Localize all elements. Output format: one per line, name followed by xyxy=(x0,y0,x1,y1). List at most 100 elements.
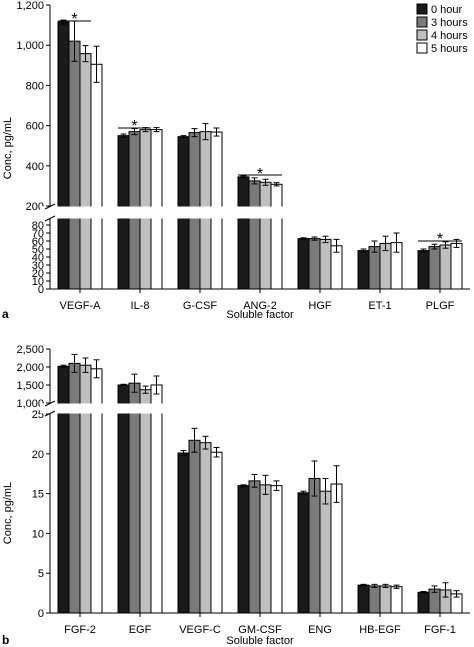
bar xyxy=(79,364,92,614)
bar xyxy=(90,63,103,290)
y-tick-label: 0 xyxy=(38,284,44,296)
y-tick-label: 2,500 xyxy=(16,344,44,356)
bar xyxy=(150,384,163,614)
bar xyxy=(439,244,452,290)
x-tick-label: FGF-2 xyxy=(64,624,96,636)
x-tick-label: IL-8 xyxy=(131,300,150,312)
y-tick-label: 30 xyxy=(32,260,44,272)
axis-break-gap xyxy=(40,403,472,414)
bar xyxy=(297,492,310,614)
panel-label: a xyxy=(2,307,9,321)
bar xyxy=(68,362,81,614)
bar xyxy=(270,183,283,290)
bar xyxy=(237,485,250,614)
bar xyxy=(188,439,201,614)
bar xyxy=(330,483,343,614)
legend-swatch xyxy=(416,16,428,28)
bar xyxy=(368,246,381,290)
x-tick-label: EGF xyxy=(129,624,152,636)
y-tick-label: 20 xyxy=(32,449,44,461)
y-tick-label: 50 xyxy=(32,244,44,256)
y-tick-label: 20 xyxy=(32,268,44,280)
bar xyxy=(57,365,70,614)
significance-star: * xyxy=(257,166,263,183)
x-axis-title: Soluble factor xyxy=(226,309,294,321)
y-tick-label: 0 xyxy=(38,608,44,620)
x-tick-label: ENG xyxy=(308,624,332,636)
axis-break-mark xyxy=(44,410,56,417)
bar xyxy=(428,246,441,290)
bar xyxy=(199,442,212,614)
bar xyxy=(248,480,261,614)
significance-star: * xyxy=(437,231,443,248)
y-axis-title: Conc, pg/mL xyxy=(2,117,14,179)
legend-label: 5 hours xyxy=(431,43,468,55)
bar xyxy=(297,238,310,290)
y-tick-label: 70 xyxy=(32,228,44,240)
bar xyxy=(139,389,152,614)
y-tick-label: 400 xyxy=(26,161,44,173)
y-axis-title: Conc, pg/mL xyxy=(2,482,14,544)
y-tick-label: 1,200 xyxy=(16,0,44,12)
bar xyxy=(210,451,223,614)
legend-label: 3 hours xyxy=(431,17,468,29)
axis-break-mark xyxy=(44,203,56,210)
y-tick-label: 1,500 xyxy=(16,380,44,392)
x-tick-label: G-CSF xyxy=(183,300,218,312)
y-tick-label: 60 xyxy=(32,236,44,248)
legend-swatch xyxy=(416,3,428,15)
bar xyxy=(357,250,370,290)
legend-swatch xyxy=(416,42,428,54)
bar xyxy=(417,250,430,290)
bar xyxy=(117,384,130,614)
axis-break-mark xyxy=(44,400,56,407)
x-tick-label: PLGF xyxy=(426,300,455,312)
bar xyxy=(357,584,370,614)
y-tick-label: 800 xyxy=(26,80,44,92)
x-tick-label: ET-1 xyxy=(368,300,391,312)
bar xyxy=(259,484,272,614)
y-tick-label: 10 xyxy=(32,528,44,540)
bar xyxy=(319,490,332,614)
bar xyxy=(450,242,463,290)
bar xyxy=(270,485,283,614)
bar xyxy=(57,21,70,290)
bar xyxy=(237,176,250,290)
bar xyxy=(177,452,190,614)
x-tick-label: VEGF-A xyxy=(60,300,102,312)
y-tick-label: 40 xyxy=(32,252,44,264)
axis-break-mark xyxy=(44,215,56,222)
bar xyxy=(79,53,92,290)
bar xyxy=(128,382,141,614)
y-tick-label: 200 xyxy=(26,201,44,213)
bar xyxy=(319,238,332,290)
x-tick-label: ANG-2 xyxy=(243,300,277,312)
x-tick-label: GM-CSF xyxy=(238,624,282,636)
legend-swatch xyxy=(416,29,428,41)
bar xyxy=(259,181,272,290)
y-tick-label: 1,000 xyxy=(16,398,44,410)
legend-label: 0 hour xyxy=(431,4,463,16)
legend-label: 4 hours xyxy=(431,30,468,42)
y-tick-label: 600 xyxy=(26,121,44,133)
y-tick-label: 10 xyxy=(32,276,44,288)
panel-label: b xyxy=(2,633,9,647)
x-tick-label: FGF-1 xyxy=(424,624,456,636)
significance-star: * xyxy=(71,11,77,28)
y-tick-label: 80 xyxy=(32,220,44,232)
bar xyxy=(379,585,392,614)
y-tick-label: 15 xyxy=(32,489,44,501)
y-tick-label: 1,000 xyxy=(16,40,44,52)
x-tick-label: HB-EGF xyxy=(359,624,401,636)
bar xyxy=(368,585,381,614)
y-tick-label: 2,000 xyxy=(16,362,44,374)
bar xyxy=(417,591,430,614)
axis-break-gap xyxy=(40,206,472,219)
x-tick-label: HGF xyxy=(308,300,332,312)
bar xyxy=(308,238,321,290)
bar xyxy=(390,586,403,614)
significance-star: * xyxy=(131,118,137,135)
